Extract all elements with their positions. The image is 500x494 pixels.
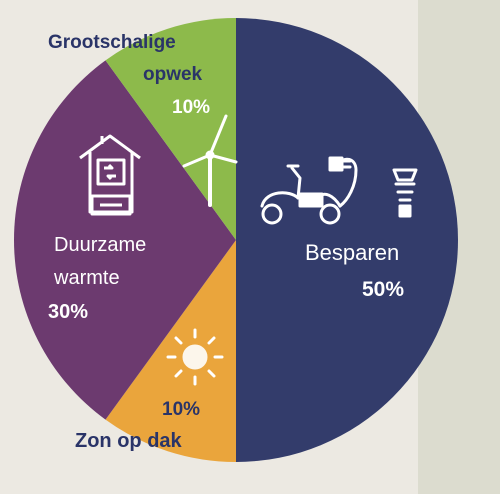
wind-turbine-icon — [182, 114, 238, 207]
pie-slices — [13, 18, 458, 462]
pct-zon: 10% — [162, 399, 200, 420]
label-besparen: Besparen — [305, 240, 399, 265]
pct-grootschalige: 10% — [172, 97, 210, 118]
label-grootschalige-line1: Grootschalige — [48, 32, 176, 53]
pct-besparen: 50% — [362, 278, 404, 301]
house-heatpump-icon — [79, 134, 141, 216]
pie-slice-zon-op-dak — [105, 240, 236, 462]
pie-slice-grootschalige-opwek — [105, 18, 236, 240]
pie-slice-duurzame-warmte — [13, 60, 236, 420]
sun-icon — [166, 328, 224, 386]
label-grootschalige-line2: opwek — [143, 64, 203, 85]
pie-slice-besparen — [236, 18, 458, 462]
label-duurzame-line2: warmte — [53, 267, 120, 289]
label-duurzame-line1: Duurzame — [54, 234, 146, 256]
label-zon: Zon op dak — [75, 430, 183, 452]
pct-duurzame: 30% — [48, 301, 88, 323]
scooter-plug-bulb-icon — [260, 156, 418, 225]
